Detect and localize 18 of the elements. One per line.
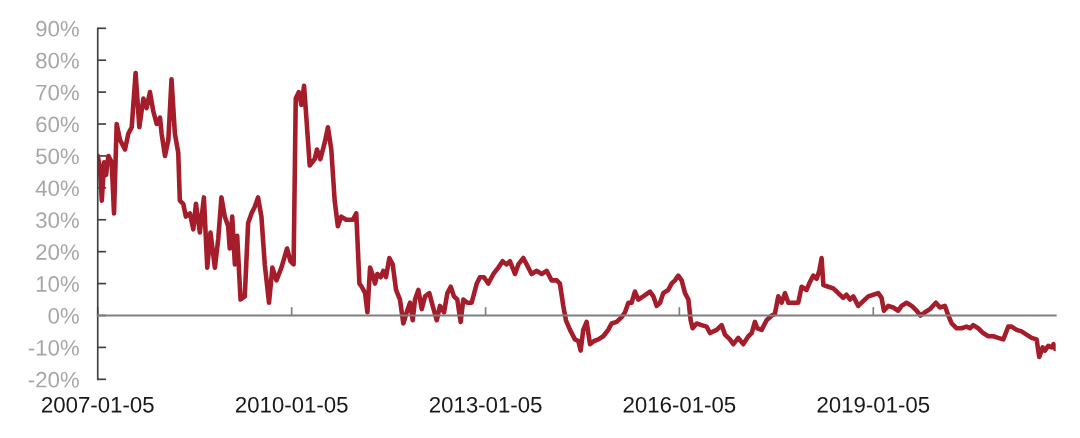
y-tick-label: 60% (36, 116, 79, 133)
y-tick-label: 80% (36, 52, 79, 69)
y-tick-label: 10% (36, 276, 79, 292)
y-tick-label: 0% (48, 308, 79, 324)
y-tick-label: 90% (36, 20, 79, 37)
y-tick-label: 20% (36, 244, 79, 260)
x-tick-label: 2019-01-05 (817, 396, 930, 413)
y-tick-label: 50% (36, 148, 79, 165)
x-tick-label: 2016-01-05 (623, 396, 736, 413)
y-tick-label: 30% (36, 212, 79, 229)
y-tick-label: -10% (28, 339, 79, 356)
y-tick-label: 70% (36, 84, 79, 101)
x-tick-label: 2007-01-05 (42, 396, 154, 413)
y-tick-label: 40% (35, 180, 79, 197)
x-tick-label: 2010-01-05 (235, 396, 348, 413)
x-tick-label: 2013-01-05 (429, 396, 542, 413)
y-tick-label: -20% (28, 371, 79, 388)
line-series (97, 70, 1056, 360)
